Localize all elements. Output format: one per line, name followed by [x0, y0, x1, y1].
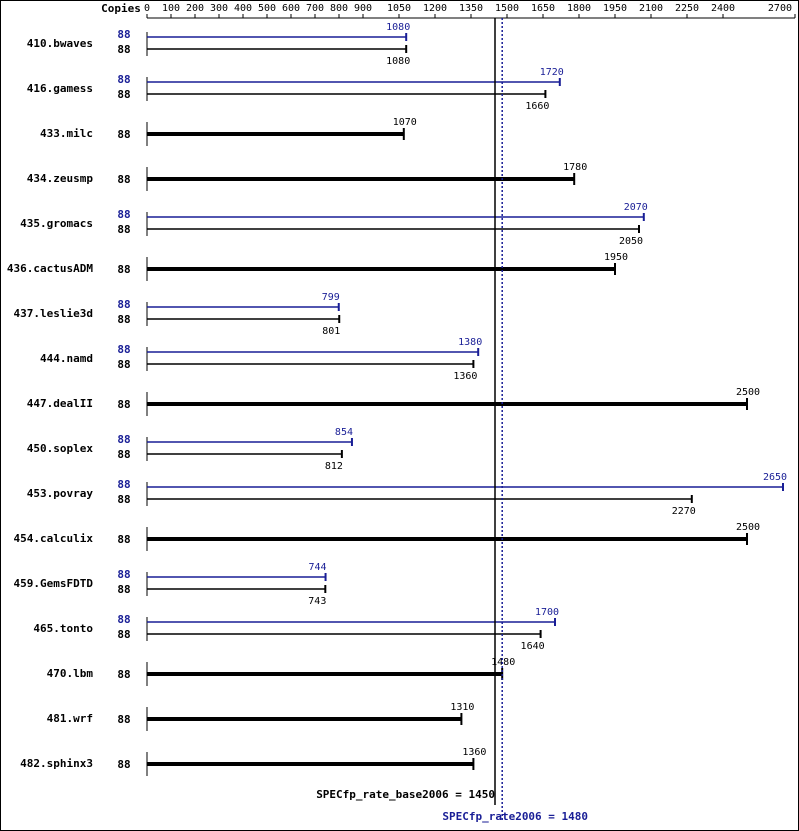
x-tick-label: 1800 [567, 3, 591, 14]
benchmark-label: 459.GemsFDTD [14, 577, 94, 590]
base-value-label: 1310 [450, 702, 474, 713]
x-tick-label: 2100 [639, 3, 663, 14]
base-copies: 88 [117, 758, 130, 771]
peak-value-label: 2650 [763, 472, 787, 483]
base-value-label: 1360 [453, 371, 477, 382]
base-value-label: 2270 [672, 506, 696, 517]
base-value-label: 1660 [525, 101, 549, 112]
peak-copies: 88 [117, 208, 130, 221]
x-tick-label: 1950 [603, 3, 627, 14]
peak-copies: 88 [117, 28, 130, 41]
base-copies: 88 [117, 493, 130, 506]
base-copies: 88 [117, 223, 130, 236]
base-copies: 88 [117, 358, 130, 371]
benchmark-label: 437.leslie3d [14, 307, 93, 320]
base-copies: 88 [117, 88, 130, 101]
base-value-label: 1640 [521, 641, 545, 652]
base-copies: 88 [117, 173, 130, 186]
base-copies: 88 [117, 398, 130, 411]
axis-label: Copies [101, 2, 141, 15]
base-value-label: 1080 [386, 56, 410, 67]
x-tick-label: 600 [282, 3, 300, 14]
base-copies: 88 [117, 43, 130, 56]
peak-copies: 88 [117, 73, 130, 86]
benchmark-label: 433.milc [40, 127, 93, 140]
peak-copies: 88 [117, 613, 130, 626]
peak-value-label: 744 [309, 562, 327, 573]
base-value-label: 801 [322, 326, 340, 337]
benchmark-label: 481.wrf [47, 712, 93, 725]
base-value-label: 1780 [563, 162, 587, 173]
benchmark-label: 416.gamess [27, 82, 93, 95]
benchmark-label: 450.soplex [27, 442, 94, 455]
peak-value-label: 1700 [535, 607, 559, 618]
base-copies: 88 [117, 583, 130, 596]
x-tick-label: 700 [306, 3, 324, 14]
peak-copies: 88 [117, 343, 130, 356]
peak-value-label: 854 [335, 427, 353, 438]
benchmark-label: 454.calculix [14, 532, 94, 545]
base-copies: 88 [117, 128, 130, 141]
base-copies: 88 [117, 628, 130, 641]
x-tick-label: 1650 [531, 3, 555, 14]
x-tick-label: 800 [330, 3, 348, 14]
reference-label: SPECfp_rate2006 = 1480 [442, 810, 588, 823]
x-tick-label: 100 [162, 3, 180, 14]
x-tick-label: 900 [354, 3, 372, 14]
peak-value-label: 2070 [624, 202, 648, 213]
benchmark-label: 444.namd [40, 352, 93, 365]
benchmark-label: 447.dealII [27, 397, 93, 410]
base-copies: 88 [117, 533, 130, 546]
base-value-label: 743 [308, 596, 326, 607]
base-copies: 88 [117, 263, 130, 276]
base-value-label: 812 [325, 461, 343, 472]
base-copies: 88 [117, 668, 130, 681]
peak-value-label: 1720 [540, 67, 564, 78]
x-tick-label: 2250 [675, 3, 699, 14]
peak-copies: 88 [117, 568, 130, 581]
peak-copies: 88 [117, 298, 130, 311]
base-value-label: 2050 [619, 236, 643, 247]
benchmark-label: 482.sphinx3 [20, 757, 93, 770]
base-copies: 88 [117, 448, 130, 461]
x-tick-label: 500 [258, 3, 276, 14]
x-tick-label: 400 [234, 3, 252, 14]
x-tick-label: 200 [186, 3, 204, 14]
peak-copies: 88 [117, 433, 130, 446]
base-value-label: 1950 [604, 252, 628, 263]
benchmark-label: 453.povray [27, 487, 94, 500]
x-tick-label: 1500 [495, 3, 519, 14]
x-tick-label: 0 [144, 3, 150, 14]
x-tick-label: 2400 [711, 3, 735, 14]
x-tick-label: 1200 [423, 3, 447, 14]
benchmark-label: 434.zeusmp [27, 172, 94, 185]
peak-value-label: 799 [322, 292, 340, 303]
benchmark-label: 410.bwaves [27, 37, 93, 50]
peak-value-label: 1080 [386, 22, 410, 33]
peak-copies: 88 [117, 478, 130, 491]
peak-value-label: 1380 [458, 337, 482, 348]
base-value-label: 1070 [393, 117, 417, 128]
base-copies: 88 [117, 713, 130, 726]
benchmark-label: 465.tonto [33, 622, 93, 635]
base-value-label: 2500 [736, 522, 760, 533]
x-tick-label: 300 [210, 3, 228, 14]
benchmark-label: 435.gromacs [20, 217, 93, 230]
benchmark-label: 436.cactusADM [7, 262, 93, 275]
x-tick-label: 1350 [459, 3, 483, 14]
reference-label: SPECfp_rate_base2006 = 1450 [316, 788, 495, 801]
base-value-label: 1360 [462, 747, 486, 758]
base-value-label: 1480 [491, 657, 515, 668]
base-value-label: 2500 [736, 387, 760, 398]
x-tick-label: 2700 [768, 3, 792, 14]
benchmark-label: 470.lbm [47, 667, 94, 680]
base-copies: 88 [117, 313, 130, 326]
x-tick-label: 1050 [387, 3, 411, 14]
